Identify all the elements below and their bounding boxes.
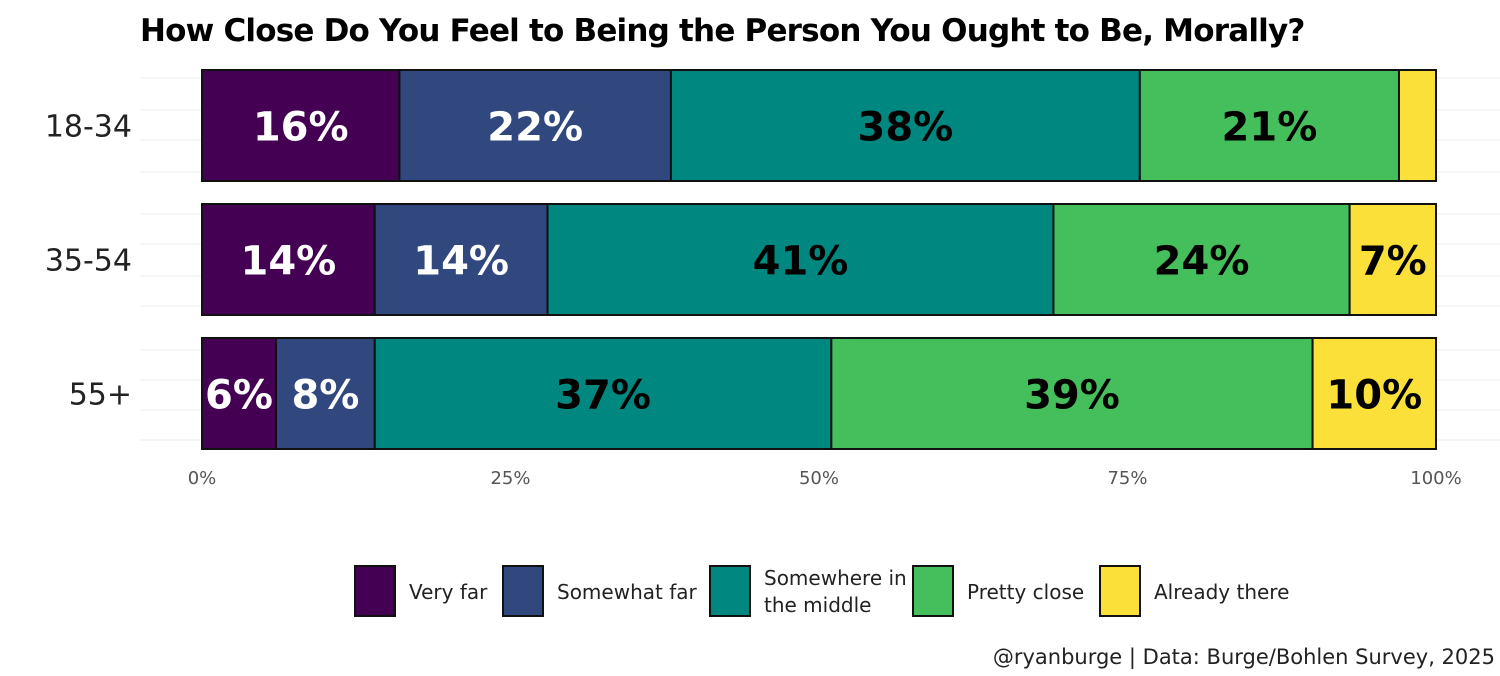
category-label: 35-54: [45, 244, 132, 279]
bar-segment: [398, 69, 672, 182]
bar-segment: [1348, 203, 1437, 316]
bar-segment: [201, 69, 401, 182]
legend-item: Already there: [1099, 565, 1289, 617]
legend-item: Pretty close: [912, 565, 1084, 617]
bar-segment: [1138, 69, 1400, 182]
data-label: 41%: [753, 239, 849, 285]
legend-label: Very far: [409, 580, 488, 604]
bar-segment: [830, 337, 1314, 450]
chart-title: How Close Do You Feel to Being the Perso…: [140, 13, 1305, 49]
legend-label: Somewhat far: [557, 580, 698, 604]
legend-swatch: [709, 565, 751, 617]
bar-row-18-34: 16% 22% 38% 21%: [201, 69, 1437, 182]
category-label: 55+: [69, 378, 132, 413]
data-label: 8%: [291, 373, 359, 419]
legend-label: Somewhere in: [764, 566, 907, 590]
legend-item: Somewhere in the middle: [709, 565, 907, 617]
bar-segment: [1397, 69, 1437, 182]
x-tick-label: 0%: [188, 468, 217, 489]
bar-row-55+: 6% 8% 37% 39% 10%: [201, 337, 1437, 450]
bar-segment: [201, 337, 278, 450]
data-label: 14%: [241, 239, 337, 285]
x-axis: 0% 25% 50% 75% 100%: [188, 468, 1462, 489]
data-label: 24%: [1154, 239, 1250, 285]
bar-segment: [373, 203, 549, 316]
bar-segment: [373, 337, 833, 450]
data-label: 21%: [1222, 105, 1318, 151]
x-tick-label: 100%: [1410, 468, 1461, 489]
bar-segment: [1311, 337, 1437, 450]
legend: Very far Somewhat far Somewhere in the midd…: [354, 565, 1289, 617]
caption: @ryanburge | Data: Burge/Bohlen Survey, …: [993, 645, 1495, 670]
legend-swatch: [354, 565, 396, 617]
bar-segment: [546, 203, 1055, 316]
bar-row-35-54: 14% 14% 41% 24% 7%: [201, 203, 1437, 316]
x-tick-label: 50%: [799, 468, 839, 489]
legend-label: Pretty close: [967, 580, 1084, 604]
x-tick-label: 75%: [1107, 468, 1147, 489]
bar-segment: [669, 69, 1141, 182]
data-label: 10%: [1326, 373, 1422, 419]
data-label: 37%: [555, 373, 651, 419]
data-label: 16%: [253, 105, 349, 151]
legend-label: the middle: [764, 593, 871, 617]
legend-swatch: [1099, 565, 1141, 617]
data-label: 38%: [858, 105, 954, 151]
legend-swatch: [502, 565, 544, 617]
category-labels: 18-34 35-54 55+: [45, 110, 132, 413]
x-tick-label: 25%: [490, 468, 530, 489]
data-label: 22%: [487, 105, 583, 151]
data-label: 39%: [1024, 373, 1120, 419]
data-label: 7%: [1359, 239, 1427, 285]
legend-item: Somewhat far: [502, 565, 698, 617]
bar-segment: [275, 337, 376, 450]
legend-label: Already there: [1154, 580, 1289, 604]
legend-swatch: [912, 565, 954, 617]
data-label: 14%: [413, 239, 509, 285]
category-label: 18-34: [45, 110, 132, 145]
legend-item: Very far: [354, 565, 488, 617]
bar-segment: [201, 203, 376, 316]
data-label: 6%: [205, 373, 273, 419]
bars: 16% 22% 38% 21% 14% 14% 41% 24% 7% 6% 8% 37% 39% 10%: [201, 69, 1437, 450]
